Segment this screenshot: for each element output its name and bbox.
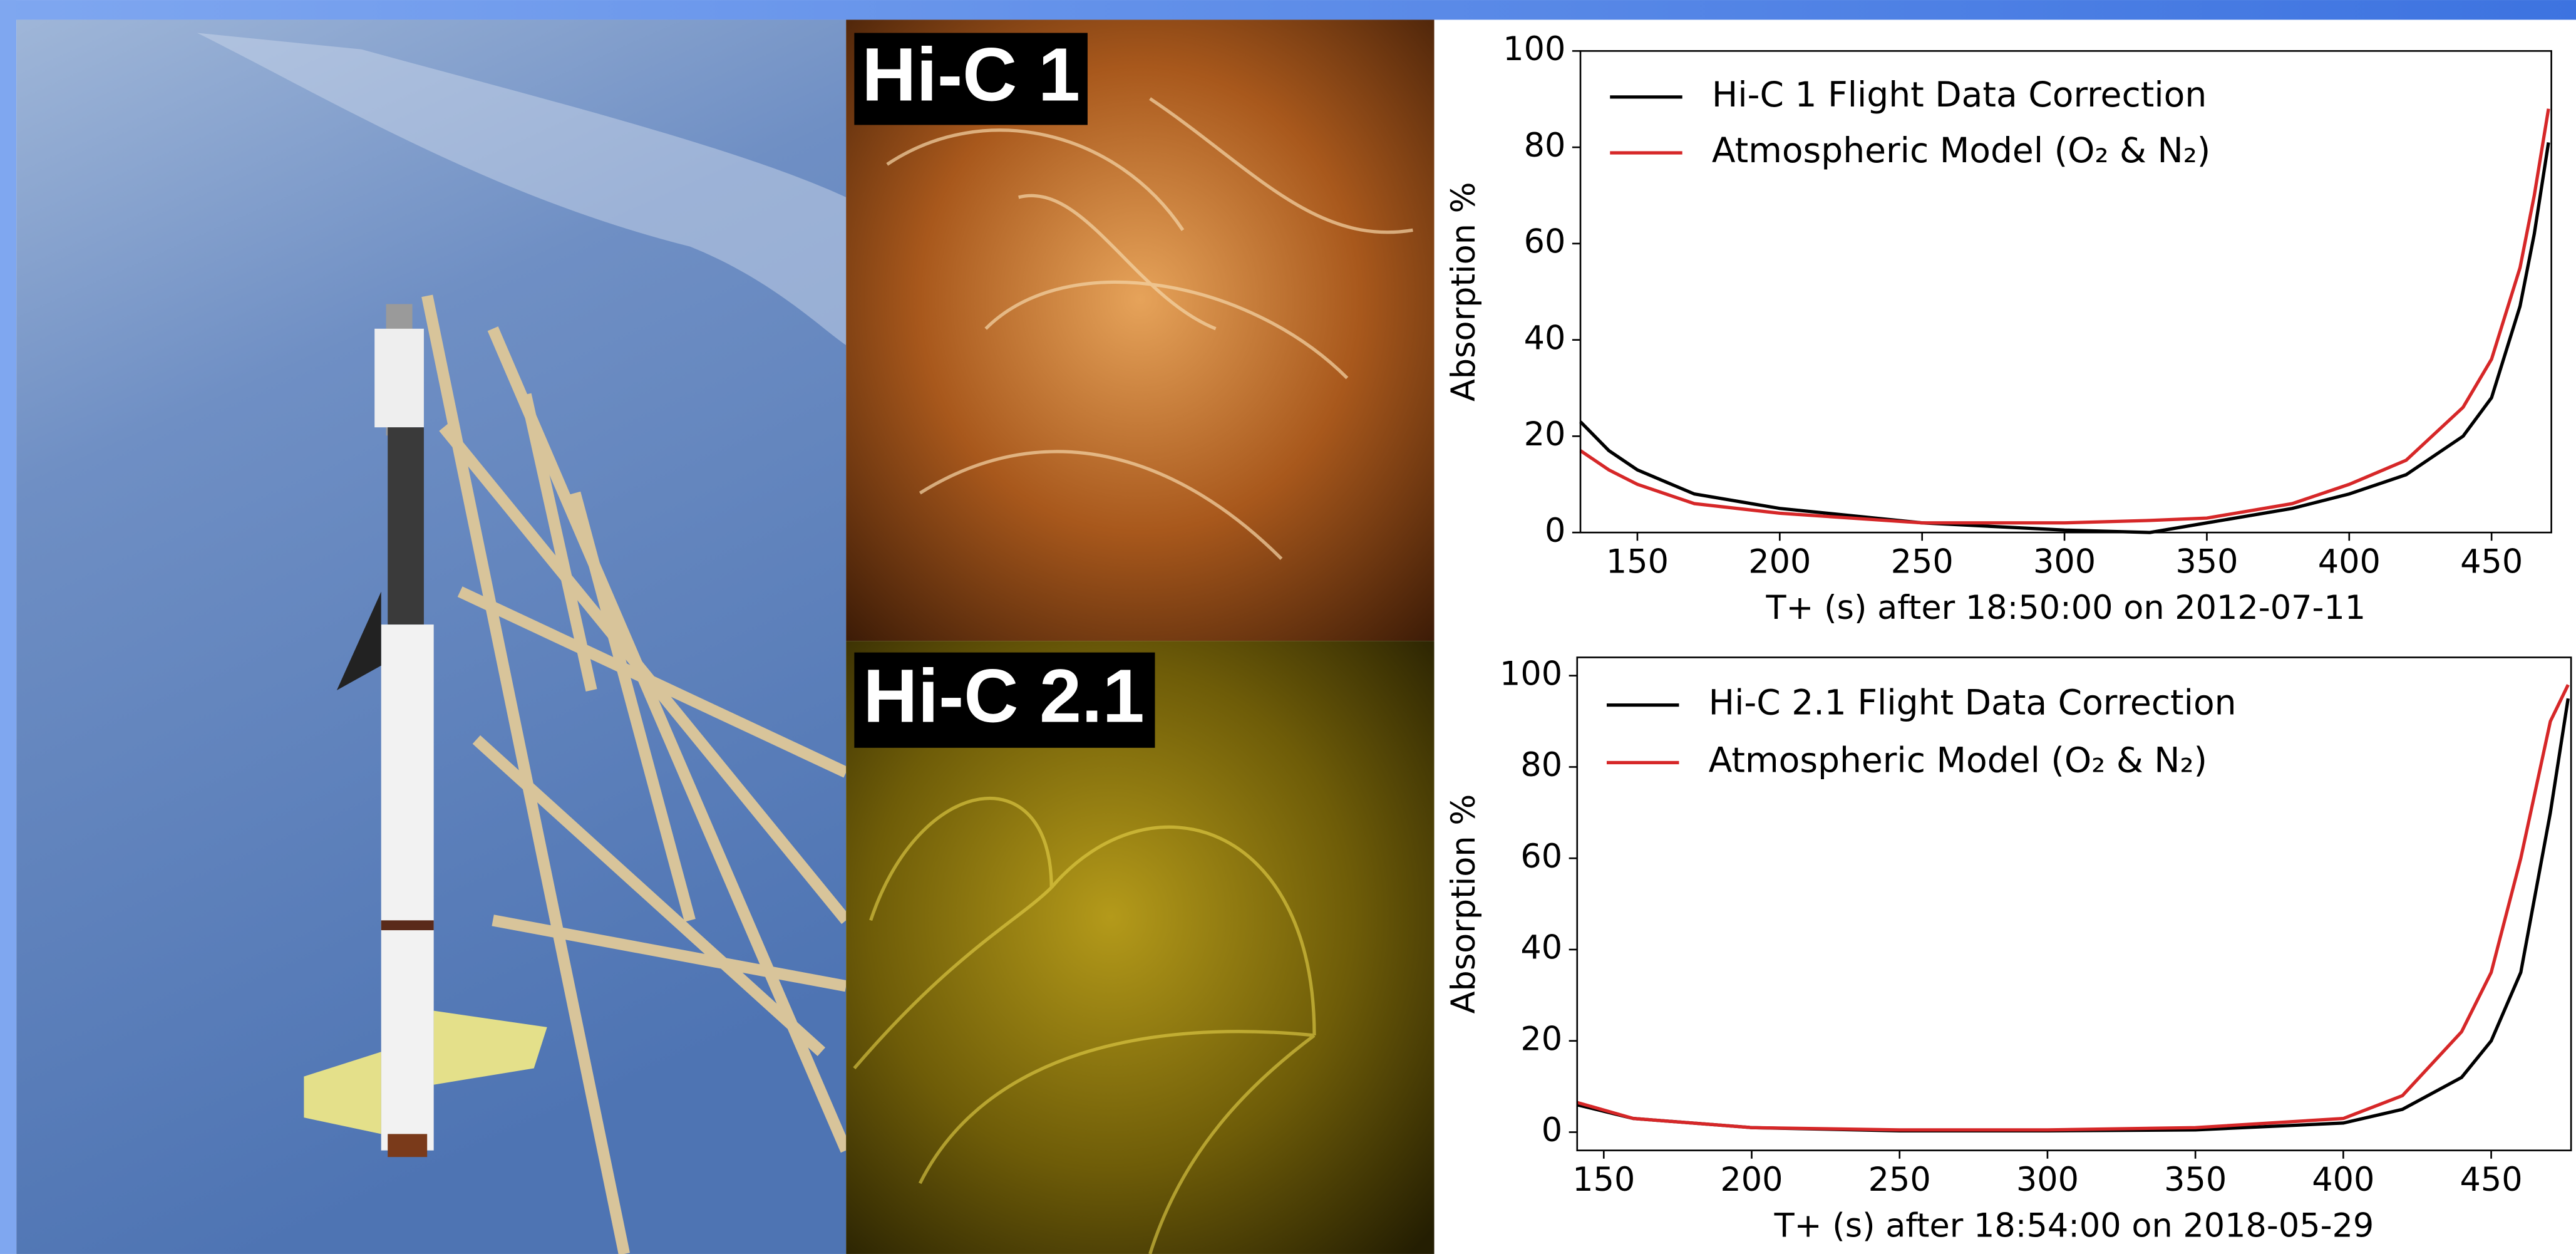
legend-label: Atmospheric Model (O₂ & N₂) — [1712, 130, 2210, 170]
x-tick-label: 350 — [2164, 1161, 2227, 1199]
x-tick-label: 150 — [1572, 1161, 1635, 1199]
x-axis-label: T+ (s) after 18:54:00 on 2018-05-29 — [1774, 1207, 2374, 1245]
x-tick-label: 400 — [2318, 543, 2381, 581]
y-tick-label: 100 — [1503, 30, 1565, 68]
x-tick-label: 450 — [2460, 543, 2523, 581]
y-tick-label: 20 — [1524, 415, 1566, 453]
legend-label: Hi-C 1 Flight Data Correction — [1712, 75, 2207, 115]
x-tick-label: 300 — [2016, 1161, 2079, 1199]
y-tick-label: 80 — [1524, 127, 1566, 165]
rocket-photo — [16, 20, 846, 1254]
y-tick-label: 60 — [1524, 223, 1566, 261]
side-bar — [0, 0, 16, 1254]
x-tick-label: 150 — [1606, 543, 1669, 581]
legend-label: Atmospheric Model (O₂ & N₂) — [1709, 740, 2207, 780]
panel-label: Hi-C 2.1 — [863, 653, 1144, 738]
y-tick-label: 100 — [1500, 655, 1562, 693]
x-axis-label: T+ (s) after 18:50:00 on 2012-07-11 — [1765, 589, 2366, 627]
x-tick-label: 250 — [1891, 543, 1954, 581]
panel-label: Hi-C 1 — [862, 32, 1080, 117]
x-tick-label: 250 — [1868, 1161, 1931, 1199]
page: {"panels": {"labels": ["Hi-C 1", "Hi-C 2… — [0, 0, 2576, 1254]
y-axis-label: Absorption % — [1445, 182, 1483, 402]
y-tick-label: 0 — [1542, 1111, 1562, 1149]
y-tick-label: 80 — [1520, 746, 1562, 784]
slide: Hi-C 1 Hi-C 2.1 150200250300350400450020… — [0, 0, 2576, 1254]
y-tick-label: 40 — [1520, 929, 1562, 967]
y-tick-label: 0 — [1545, 512, 1565, 550]
x-tick-label: 450 — [2460, 1161, 2522, 1199]
x-tick-label: 350 — [2175, 543, 2238, 581]
y-axis-label: Absorption % — [1445, 794, 1483, 1014]
x-tick-label: 200 — [1720, 1161, 1783, 1199]
x-tick-label: 400 — [2312, 1161, 2374, 1199]
y-tick-label: 40 — [1524, 319, 1566, 357]
x-tick-label: 300 — [2033, 543, 2096, 581]
y-tick-label: 20 — [1520, 1020, 1562, 1058]
x-tick-label: 200 — [1748, 543, 1811, 581]
y-tick-label: 60 — [1520, 837, 1562, 876]
header-bar — [0, 0, 2576, 19]
legend-label: Hi-C 2.1 Flight Data Correction — [1709, 683, 2237, 723]
